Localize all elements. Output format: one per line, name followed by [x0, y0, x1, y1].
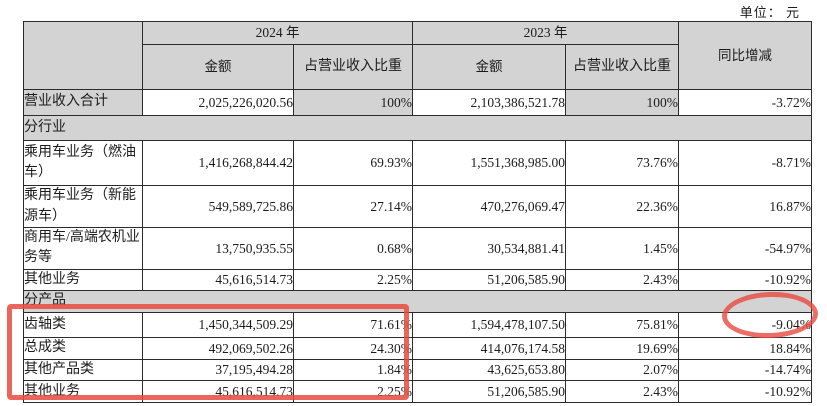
- amount-2024-header: 金额: [142, 44, 294, 90]
- yoy-value: 18.84%: [678, 336, 812, 360]
- row-label: 乘用车业务（新能源车）: [23, 185, 143, 228]
- amount-2024-value: 492,069,502.26: [142, 336, 294, 360]
- ratio-2023-value: 19.69%: [565, 336, 679, 360]
- ratio-2023-value: 2.43%: [565, 380, 679, 404]
- yoy-value: -10.92%: [678, 268, 812, 291]
- yoy-value: -9.04%: [678, 311, 812, 338]
- ratio-2023-header: 占营业收入比重: [565, 44, 679, 90]
- section-row: 分产品: [23, 289, 812, 313]
- ratio-2024-value: 100%: [293, 89, 413, 116]
- table-row: 总成类 492,069,502.26 24.30% 414,076,174.58 19.…: [23, 336, 812, 360]
- table-row: 商用车/高端农机业务等 13,750,935.55 0.68% 30,534,881.…: [23, 227, 812, 270]
- yoy-header: 同比增减: [678, 21, 812, 90]
- table-row: 其他业务 45,616,514.73 2.25% 51,206,585.90 2.43%…: [23, 268, 812, 291]
- amount-2023-value: 414,076,174.58: [412, 336, 566, 360]
- amount-2024-value: 13,750,935.55: [142, 227, 294, 270]
- table-row: 乘用车业务（燃油车） 1,416,268,844.42 69.93% 1,551,36…: [23, 140, 812, 186]
- ratio-2023-value: 2.07%: [565, 358, 679, 382]
- ratio-2023-value: 73.76%: [565, 140, 679, 186]
- ratio-2023-value: 100%: [565, 89, 679, 116]
- section-label: 分产品: [23, 289, 812, 313]
- ratio-2023-value: 22.36%: [565, 185, 679, 228]
- amount-2023-value: 51,206,585.90: [412, 268, 566, 291]
- yoy-value: -3.72%: [678, 89, 812, 116]
- table-row: 其他业务 45,616,514.73 2.25% 51,206,585.90 2.43%…: [23, 380, 812, 404]
- unit-label: 单位： 元: [739, 5, 800, 20]
- table-body: 营业收入合计 2,025,226,020.56 100% 2,103,386,521.…: [23, 89, 812, 404]
- ratio-2024-header: 占营业收入比重: [293, 44, 413, 90]
- header-row-metrics: 金额 占营业收入比重 金额 占营业收入比重: [24, 44, 812, 90]
- amount-2023-value: 51,206,585.90: [412, 380, 566, 404]
- ratio-2024-value: 2.25%: [293, 380, 413, 404]
- ratio-2023-value: 2.43%: [565, 268, 679, 291]
- row-label: 其他业务: [23, 268, 143, 291]
- table-row: 乘用车业务（新能源车） 549,589,725.86 27.14% 470,276,0…: [23, 185, 812, 228]
- table-row: 齿轴类 1,450,344,509.29 71.61% 1,594,478,107.5…: [23, 311, 812, 338]
- ratio-2024-value: 1.84%: [293, 358, 413, 382]
- ratio-2024-value: 0.68%: [293, 227, 413, 270]
- ratio-2023-value: 1.45%: [565, 227, 679, 270]
- amount-2023-value: 43,625,653.80: [412, 358, 566, 382]
- header-row-years: 2024 年 2023 年 同比增减: [23, 21, 812, 90]
- row-label: 齿轴类: [23, 311, 143, 338]
- revenue-table: 2024 年 2023 年 同比增减 金额 占营业收入比重 金额 占营业收入比重…: [23, 21, 812, 404]
- amount-2023-header: 金额: [412, 44, 566, 90]
- row-label: 营业收入合计: [23, 89, 143, 116]
- amount-2023-value: 30,534,881.41: [412, 227, 566, 270]
- row-label: 乘用车业务（燃油车）: [23, 140, 143, 186]
- ratio-2024-value: 71.61%: [293, 311, 413, 338]
- table-row: 其他产品类 37,195,494.28 1.84% 43,625,653.80 2.07…: [23, 358, 812, 382]
- amount-2024-value: 549,589,725.86: [142, 185, 294, 228]
- amount-2023-value: 2,103,386,521.78: [412, 89, 566, 116]
- yoy-value: 16.87%: [678, 185, 812, 228]
- yoy-value: -10.92%: [678, 380, 812, 404]
- ratio-2024-value: 69.93%: [293, 140, 413, 186]
- amount-2024-value: 1,450,344,509.29: [142, 311, 294, 338]
- corner-cell: [23, 21, 143, 90]
- yoy-value: -8.71%: [678, 140, 812, 186]
- year-2024-header: 2024 年: [142, 21, 413, 45]
- ratio-2023-value: 75.81%: [565, 311, 679, 338]
- ratio-2024-value: 24.30%: [293, 336, 413, 360]
- section-label: 分行业: [23, 115, 812, 141]
- amount-2024-value: 45,616,514.73: [142, 380, 294, 404]
- amount-2023-value: 1,594,478,107.50: [412, 311, 566, 338]
- amount-2023-value: 1,551,368,985.00: [412, 140, 566, 186]
- yoy-value: -54.97%: [678, 227, 812, 270]
- amount-2023-value: 470,276,069.47: [412, 185, 566, 228]
- yoy-value: -14.74%: [678, 358, 812, 382]
- ratio-2024-value: 27.14%: [293, 185, 413, 228]
- ratio-2024-value: 2.25%: [293, 268, 413, 291]
- amount-2024-value: 1,416,268,844.42: [142, 140, 294, 186]
- amount-2024-value: 45,616,514.73: [142, 268, 294, 291]
- amount-2024-value: 2,025,226,020.56: [142, 89, 294, 116]
- row-label: 其他产品类: [23, 358, 143, 382]
- amount-2024-value: 37,195,494.28: [142, 358, 294, 382]
- year-2023-header: 2023 年: [412, 21, 679, 45]
- row-label: 商用车/高端农机业务等: [23, 227, 143, 270]
- section-row: 分行业: [23, 115, 812, 141]
- row-label: 总成类: [23, 336, 143, 360]
- table-row: 营业收入合计 2,025,226,020.56 100% 2,103,386,521.…: [23, 89, 812, 116]
- row-label: 其他业务: [23, 380, 143, 404]
